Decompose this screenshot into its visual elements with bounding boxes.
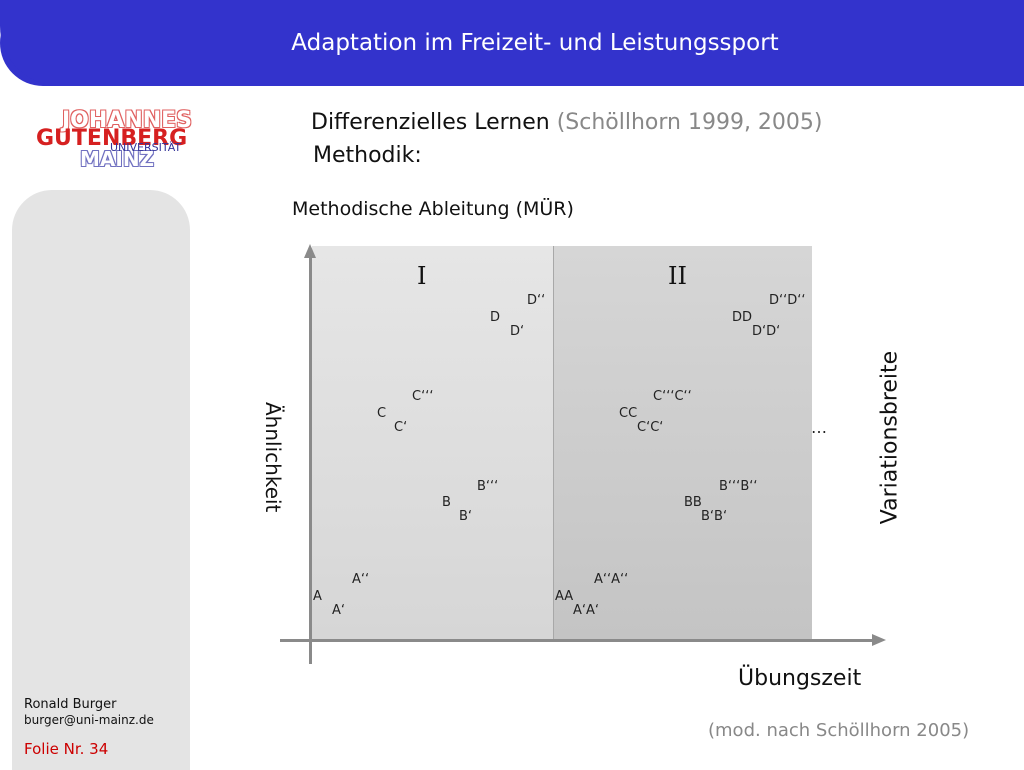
point-label: BB [684, 495, 702, 510]
point-label: B‘ [459, 509, 473, 524]
slide-number: Folie Nr. 34 [24, 740, 109, 758]
point-label: A‘A‘ [573, 603, 600, 618]
point-label: C [377, 406, 387, 421]
heading-main: Differenzielles Lernen (Schöllhorn 1999,… [311, 110, 823, 135]
point-label: C‘‘‘ [412, 389, 434, 404]
logo-line-johannes: JOHANNES [62, 108, 193, 133]
heading-sub: Methodik: [313, 143, 422, 168]
point-label: AA [555, 589, 574, 604]
point-label: C‘ [394, 420, 408, 435]
point-label: D‘‘D‘‘ [769, 293, 806, 308]
heading-main-text: Differenzielles Lernen [311, 110, 550, 135]
point-label: A‘‘A‘‘ [594, 572, 629, 587]
point-label: B [442, 495, 451, 510]
x-axis-line [280, 639, 874, 642]
sidebar-panel [12, 190, 190, 770]
point-label: B‘‘‘ [477, 479, 499, 494]
point-label: D‘D‘ [752, 324, 781, 339]
point-label: C‘C‘ [637, 420, 664, 435]
region-label-one: I [417, 262, 427, 290]
logo-line-universitaet: UNIVERSITÄT [110, 141, 182, 154]
point-label: CC [619, 406, 638, 421]
point-label: DD [732, 310, 753, 325]
point-label: A [313, 589, 322, 604]
point-label: B‘‘‘B‘‘ [719, 479, 758, 494]
region-label-two: II [668, 262, 687, 290]
slide-title: Adaptation im Freizeit- und Leistungsspo… [291, 30, 779, 56]
continuation-ellipsis: … [811, 418, 827, 437]
logo-line-mainz: MAINZ [80, 147, 155, 171]
heading-citation: (Schöllhorn 1999, 2005) [556, 110, 823, 135]
variation-axis-label: Variationsbreite [877, 350, 903, 525]
point-label: D‘ [510, 324, 525, 339]
diagram-title: Methodische Ableitung (MÜR) [292, 198, 574, 220]
x-axis-label: Übungszeit [738, 666, 862, 691]
author-email: burger@uni-mainz.de [24, 713, 154, 727]
point-label: A‘‘ [352, 572, 370, 587]
point-label: C‘‘‘C‘‘ [653, 389, 692, 404]
region-two [553, 246, 812, 641]
point-label: D‘‘ [527, 293, 546, 308]
region-one [312, 246, 553, 641]
logo-line-gutenberg: GUTENBERG [36, 126, 188, 151]
point-label: A‘ [332, 603, 346, 618]
point-label: B‘B‘ [701, 509, 728, 524]
header-banner [0, 0, 1024, 86]
x-axis-arrow-icon [872, 634, 886, 646]
y-axis-label: Ähnlichkeit [261, 402, 285, 513]
author-name: Ronald Burger [24, 697, 117, 712]
y-axis-line [309, 256, 312, 664]
point-label: D [490, 310, 501, 325]
source-note: (mod. nach Schöllhorn 2005) [708, 720, 970, 741]
y-axis-arrow-icon [304, 244, 316, 258]
university-logo: JOHANNES GUTENBERG MAINZ UNIVERSITÄT [30, 108, 200, 171]
